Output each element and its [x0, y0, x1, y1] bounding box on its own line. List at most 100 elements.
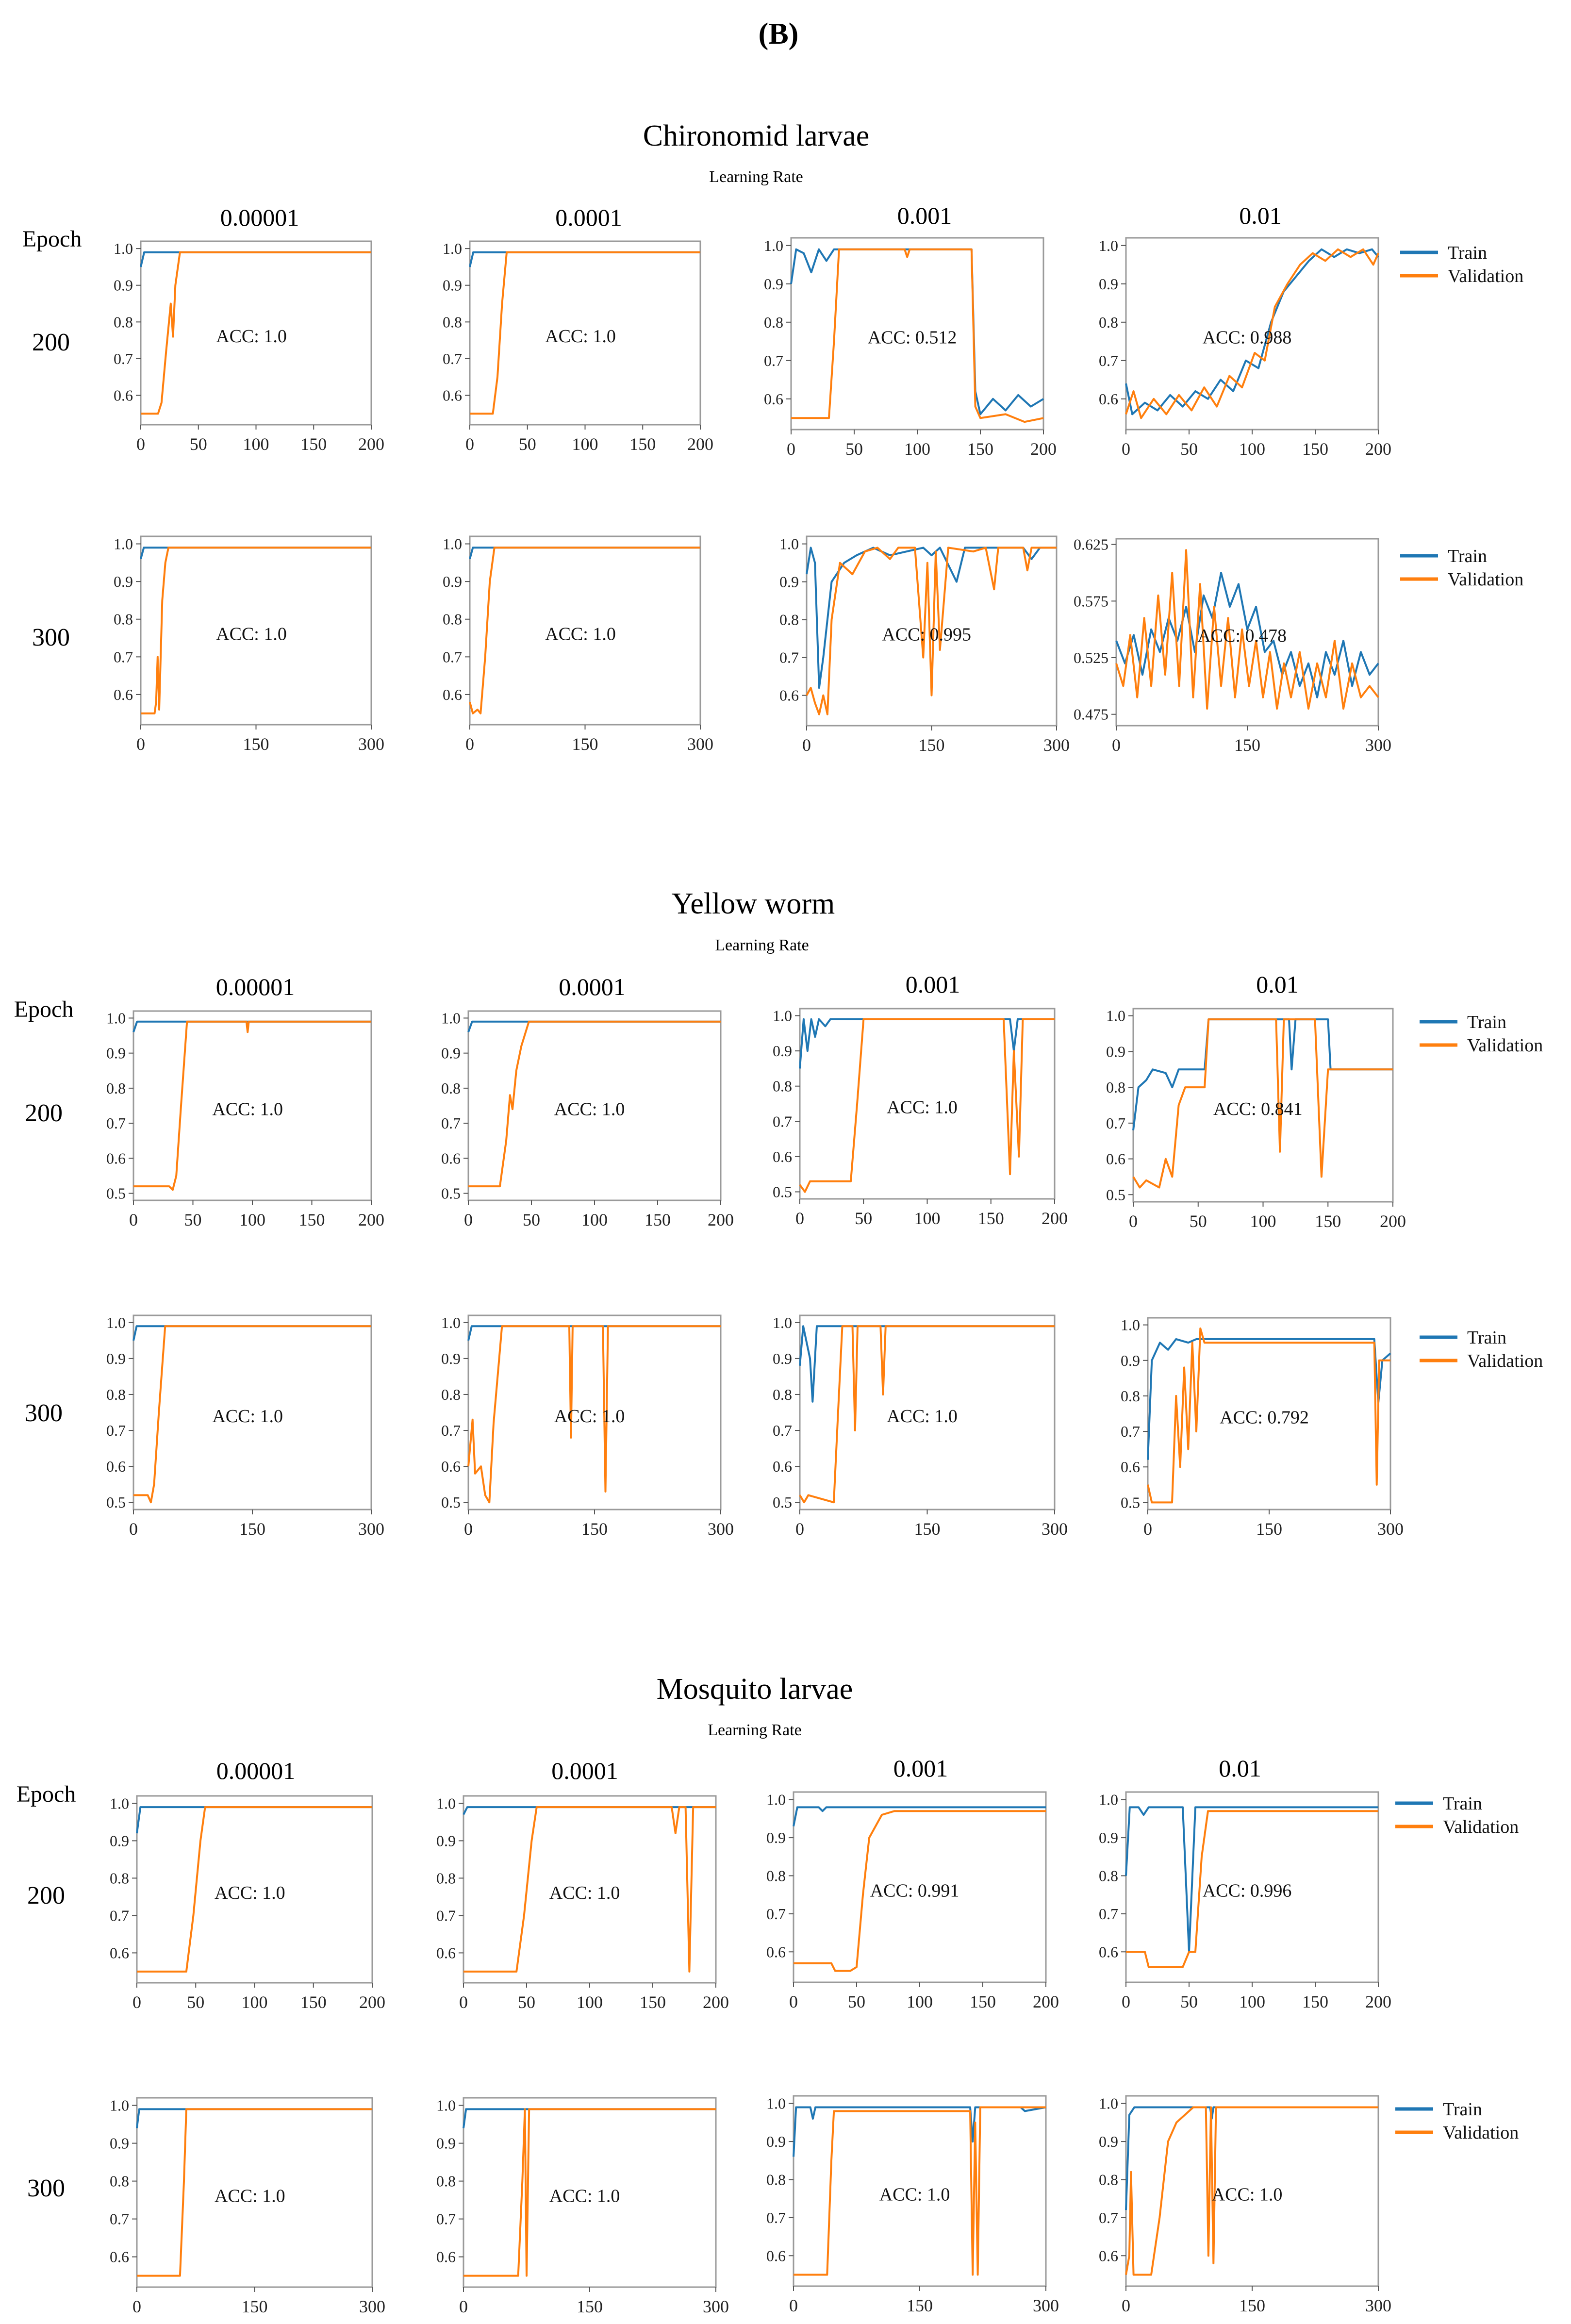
acc-label: ACC: 1.0 — [215, 2186, 285, 2207]
panel-mosquito-larvae-0.01-300: 0.6 0.7 0.8 0.9 1.0 0 150 300 ACC: 1.0 — [1099, 2095, 1391, 2315]
x-tick-label: 0 — [1129, 1212, 1138, 1231]
panel-chironomid-larvae-0.01-200: 0.6 0.7 0.8 0.9 1.0 0 50 100 150 200 ACC: 0.988 — [1099, 237, 1391, 459]
y-tick-label: 0.7 — [766, 1905, 786, 1923]
acc-label: ACC: 0.996 — [1203, 1881, 1292, 1901]
acc-label: ACC: 1.0 — [212, 1406, 283, 1427]
x-tick-label: 50 — [1180, 439, 1198, 459]
x-tick-label: 300 — [358, 1519, 384, 1539]
section-title: Yellow worm — [672, 887, 835, 920]
section-title: Chironomid larvae — [643, 119, 870, 152]
x-tick-label: 0 — [465, 734, 474, 754]
learning-rate-label: Learning Rate — [715, 936, 809, 954]
y-tick-label: 0.575 — [1074, 592, 1108, 610]
plot-frame — [793, 2095, 1047, 2287]
series-validation-line — [794, 1810, 1046, 1972]
y-tick-label: 0.8 — [110, 1869, 129, 1887]
x-tick-label: 0 — [787, 439, 795, 459]
y-tick-label: 0.7 — [764, 352, 783, 369]
legend-train-label: Train — [1467, 1012, 1506, 1032]
lr-label-0.01: 0.01 — [1239, 202, 1282, 229]
row-label-200: 200 — [32, 329, 70, 356]
plot-frame — [136, 2097, 373, 2288]
y-tick-label: 0.9 — [766, 1829, 786, 1846]
series-validation-line — [1125, 248, 1379, 419]
y-tick-label: 0.5 — [106, 1185, 126, 1202]
y-tick-label: 1.0 — [766, 2095, 786, 2112]
panel-chironomid-larvae-0.001-300: 0.6 0.7 0.8 0.9 1.0 0 150 300 ACC: 0.995 — [779, 535, 1070, 755]
x-tick-label: 50 — [523, 1210, 540, 1229]
y-tick-label: 0.8 — [773, 1078, 792, 1095]
acc-label: ACC: 1.0 — [554, 1406, 625, 1427]
x-tick-label: 50 — [190, 434, 207, 454]
x-tick-label: 0 — [132, 1992, 141, 2012]
panel-mosquito-larvae-0.0001-200: 0.6 0.7 0.8 0.9 1.0 0 50 100 150 200 ACC: 1.0 — [436, 1794, 729, 2012]
y-tick-label: 0.7 — [441, 1114, 461, 1132]
y-tick-label: 0.6 — [764, 390, 783, 408]
series-validation-line — [468, 1020, 721, 1188]
x-tick-label: 150 — [239, 1519, 265, 1539]
panel-yellow-worm-0.0001-300: 0.5 0.6 0.7 0.8 0.9 1.0 0 150 300 ACC: 1.0 — [441, 1314, 734, 1539]
y-tick-label: 1.0 — [441, 1314, 461, 1331]
learning-rate-label: Learning Rate — [708, 1721, 802, 1739]
y-tick-label: 0.475 — [1074, 706, 1108, 723]
y-tick-label: 0.5 — [441, 1185, 461, 1202]
y-tick-label: 0.6 — [110, 1944, 129, 1961]
acc-label: ACC: 0.995 — [882, 625, 971, 645]
lr-label-0.00001: 0.00001 — [216, 1757, 296, 1784]
legend-train-label: Train — [1448, 243, 1487, 263]
lr-label-0.0001: 0.0001 — [555, 204, 622, 231]
series-train-line — [1147, 1338, 1391, 1460]
x-tick-label: 150 — [907, 2296, 933, 2315]
plot-frame — [463, 2097, 717, 2288]
row-label-300: 300 — [27, 2175, 65, 2202]
x-tick-label: 0 — [464, 1210, 473, 1229]
x-tick-label: 150 — [1315, 1212, 1341, 1231]
x-tick-label: 150 — [970, 1992, 996, 2011]
lr-label-0.001: 0.001 — [897, 202, 952, 229]
x-tick-label: 0 — [465, 434, 474, 454]
x-tick-label: 50 — [518, 1992, 535, 2012]
plot-frame — [132, 1010, 372, 1201]
x-tick-label: 0 — [459, 1992, 468, 2012]
series-validation-line — [1126, 1810, 1378, 1968]
epoch-label: Epoch — [17, 1781, 76, 1807]
legend: Train Validation — [1395, 1793, 1519, 1837]
x-tick-label: 150 — [299, 1210, 325, 1229]
x-tick-label: 0 — [789, 1992, 798, 2011]
series-validation-line — [141, 547, 371, 714]
x-tick-label: 200 — [1042, 1209, 1068, 1228]
x-tick-label: 150 — [243, 734, 269, 754]
x-tick-label: 100 — [581, 1210, 608, 1229]
y-tick-label: 1.0 — [443, 240, 462, 257]
y-tick-label: 0.8 — [106, 1386, 126, 1403]
lr-label-0.01: 0.01 — [1219, 1755, 1261, 1782]
y-tick-label: 0.6 — [110, 2248, 129, 2266]
y-tick-label: 1.0 — [1099, 1791, 1118, 1809]
legend-train-label: Train — [1443, 1793, 1482, 1814]
lr-label-0.00001: 0.00001 — [220, 204, 299, 231]
x-tick-label: 0 — [136, 734, 145, 754]
plot-frame — [469, 240, 701, 426]
y-tick-label: 0.5 — [773, 1183, 792, 1200]
y-tick-label: 0.8 — [443, 611, 462, 628]
legend: Train Validation — [1420, 1012, 1543, 1056]
x-tick-label: 200 — [703, 1992, 729, 2012]
x-tick-label: 200 — [1033, 1992, 1059, 2011]
acc-label: ACC: 1.0 — [549, 2186, 620, 2207]
legend-validation-label: Validation — [1448, 569, 1523, 590]
legend: Train Validation — [1395, 2099, 1519, 2143]
y-tick-label: 0.8 — [764, 314, 783, 331]
y-tick-label: 0.6 — [114, 387, 133, 404]
y-tick-label: 0.7 — [779, 649, 799, 666]
y-tick-label: 0.7 — [110, 1907, 129, 1924]
panel-yellow-worm-0.00001-200: 0.5 0.6 0.7 0.8 0.9 1.0 0 50 100 150 200 ACC: 1.0 — [106, 1009, 384, 1229]
x-tick-label: 200 — [1030, 439, 1057, 459]
x-tick-label: 150 — [629, 434, 656, 454]
x-tick-label: 300 — [1043, 735, 1070, 755]
y-tick-label: 0.6 — [1099, 1943, 1118, 1960]
y-tick-label: 0.9 — [441, 1045, 461, 1062]
y-tick-label: 0.6 — [773, 1148, 792, 1165]
x-tick-label: 150 — [581, 1519, 608, 1539]
legend: Train Validation — [1400, 546, 1523, 590]
